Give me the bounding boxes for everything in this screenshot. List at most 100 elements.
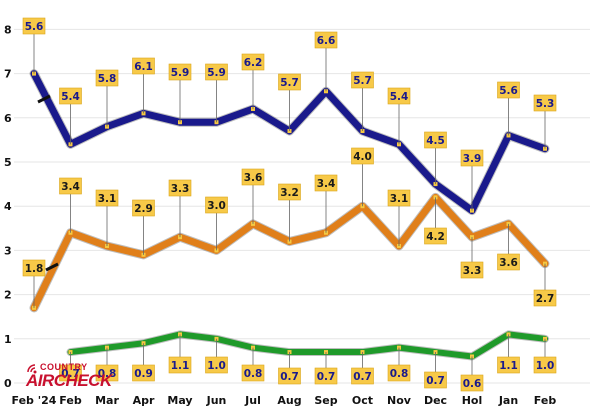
y-tick-label: 8	[4, 23, 12, 36]
data-label-box	[132, 199, 155, 217]
data-labels: 5.6 5.4 5.8 6.1 5.9 5.9 6.2 5.7 6.6 5.7 5.4 4.5 3.9 5…	[22, 17, 557, 392]
data-label: 3.1	[98, 193, 117, 205]
data-label-box	[241, 53, 265, 71]
data-label-box	[22, 17, 46, 35]
x-tick-label: Mar	[95, 394, 119, 407]
data-label-box	[241, 168, 265, 186]
x-axis: Feb '24 Feb Mar Apr May Jun Jul Aug Sep Oct Nov Dec…	[12, 394, 557, 407]
data-label: 4.5	[426, 135, 445, 147]
data-label: 4.2	[426, 231, 445, 243]
data-label-box	[168, 179, 192, 197]
data-label: 5.4	[390, 91, 409, 103]
data-label-box	[278, 183, 301, 201]
data-label: 6.6	[317, 35, 336, 47]
x-tick-label: Feb	[59, 394, 82, 407]
y-tick-label: 6	[4, 112, 12, 125]
data-label-box	[460, 149, 484, 167]
axis-break-marker	[45, 262, 59, 272]
data-label-box	[22, 259, 46, 277]
data-label: 5.3	[536, 98, 555, 110]
data-label-box	[95, 69, 119, 87]
data-label: 5.6	[499, 85, 518, 97]
data-label: 3.4	[317, 178, 336, 190]
data-label: 0.8	[390, 368, 409, 380]
x-tick-label: Sep	[314, 394, 337, 407]
data-label: 3.1	[390, 193, 409, 205]
data-label-box	[497, 81, 520, 99]
x-tick-label: Feb	[534, 394, 557, 407]
data-label: 3.4	[61, 181, 80, 193]
x-tick-label: Dec	[424, 394, 447, 407]
data-label-box	[205, 63, 228, 81]
data-label: 1.1	[171, 360, 190, 372]
data-label-box	[95, 189, 119, 207]
data-label: 0.7	[426, 375, 445, 387]
data-label-box	[314, 174, 338, 192]
data-label-box	[497, 253, 520, 271]
data-label: 3.6	[244, 172, 263, 184]
data-label: 1.1	[499, 360, 518, 372]
data-label: 0.8	[244, 368, 263, 380]
data-label: 5.9	[207, 67, 226, 79]
data-label: 0.7	[317, 371, 336, 383]
data-label: 3.9	[463, 153, 482, 165]
x-tick-label: Jul	[244, 394, 261, 407]
y-tick-label: 2	[4, 289, 12, 302]
data-label-box	[205, 356, 228, 374]
data-label-box	[351, 367, 374, 385]
x-tick-label: Apr	[133, 394, 155, 407]
x-tick-label: May	[167, 394, 192, 407]
data-label: 0.7	[353, 371, 372, 383]
y-tick-label: 7	[4, 68, 12, 81]
data-label: 5.6	[25, 21, 44, 33]
data-label: 5.9	[171, 67, 190, 79]
data-label-box	[497, 356, 520, 374]
axis-break-marker	[37, 94, 51, 104]
data-label: 6.1	[134, 61, 153, 73]
data-label-box	[95, 364, 119, 382]
data-label: 5.7	[353, 75, 372, 87]
data-label-box	[132, 57, 155, 75]
data-label: 4.0	[353, 151, 372, 163]
data-label: 3.0	[207, 200, 226, 212]
logo-line1: COUNTRY	[40, 362, 88, 372]
series-line	[67, 331, 548, 360]
data-label-box	[351, 71, 374, 89]
x-tick-label: Nov	[387, 394, 412, 407]
data-label-box	[387, 87, 411, 105]
data-label-box	[278, 367, 301, 385]
data-label-box	[533, 356, 557, 374]
data-label-box	[460, 374, 484, 392]
data-label-box	[278, 73, 301, 91]
data-label-box	[533, 289, 557, 307]
data-label-box	[168, 356, 192, 374]
data-label-box	[132, 364, 155, 382]
data-label-box	[424, 371, 447, 389]
data-label-box	[59, 87, 82, 105]
radio-waves-icon	[27, 364, 37, 374]
data-label-box	[59, 364, 82, 382]
data-label: 5.4	[61, 91, 80, 103]
x-tick-label: Feb '24	[12, 394, 57, 407]
data-label-box	[424, 227, 447, 245]
x-tick-label: Oct	[352, 394, 373, 407]
data-label-box	[387, 189, 411, 207]
logo-line2: AIRCHECK	[26, 371, 112, 390]
y-tick-label: 0	[4, 377, 12, 390]
data-label: 3.3	[171, 183, 190, 195]
y-tick-label: 1	[4, 333, 12, 346]
data-label-box	[387, 364, 411, 382]
y-tick-label: 4	[4, 200, 12, 213]
x-tick-label: Jan	[498, 394, 518, 407]
data-label: 3.6	[499, 257, 518, 269]
data-label: 1.8	[25, 263, 44, 275]
data-label: 0.7	[280, 371, 299, 383]
data-label: 3.3	[463, 265, 482, 277]
data-label: 6.2	[244, 57, 263, 69]
y-tick-label: 3	[4, 244, 12, 257]
data-label: 3.2	[280, 187, 299, 199]
data-label-box	[460, 261, 484, 279]
x-tick-label: Aug	[277, 394, 301, 407]
data-label: 2.9	[134, 203, 153, 215]
